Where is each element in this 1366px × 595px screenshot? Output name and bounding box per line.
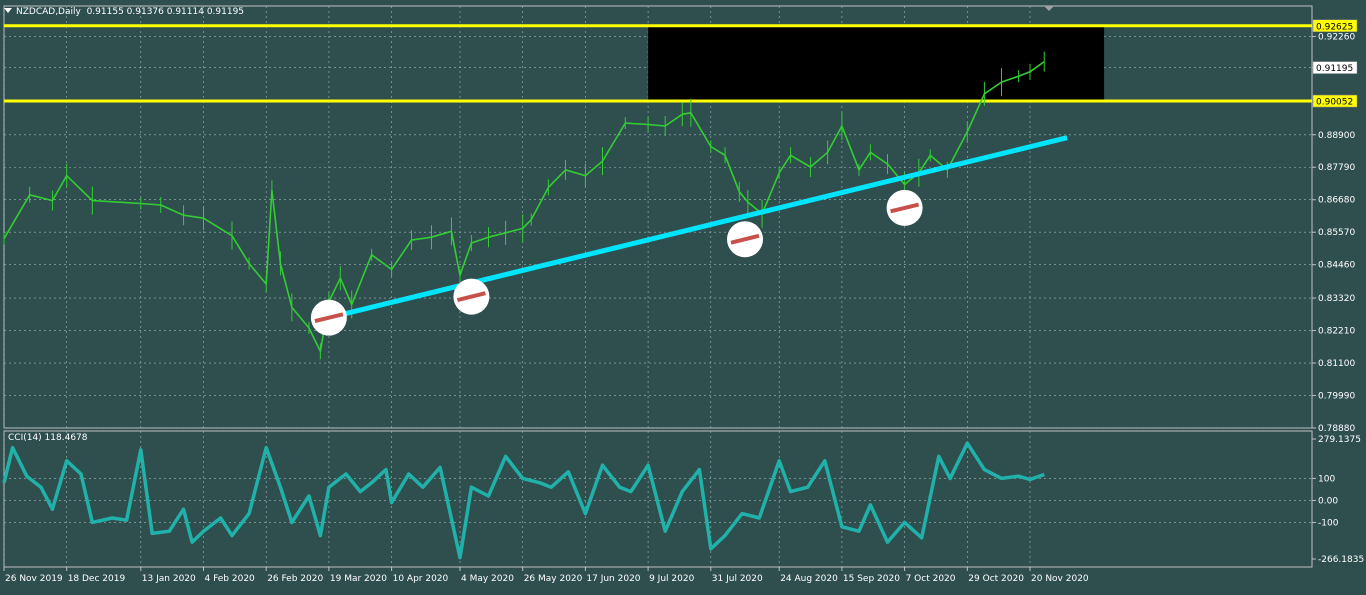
x-tick-label: 4 Feb 2020	[205, 574, 256, 584]
touch-point-segment	[730, 233, 760, 245]
chart-menu-triangle-icon[interactable]	[4, 8, 12, 13]
upper-level-price-tag-label: 0.92625	[1316, 22, 1353, 32]
current-price-tag-label: 0.91195	[1316, 64, 1353, 74]
x-tick-label: 20 Nov 2020	[1031, 574, 1089, 584]
x-tick-label: 26 Nov 2019	[5, 574, 63, 584]
chart-shift-triangle-icon	[1044, 6, 1054, 11]
lower-level-price-tag	[1312, 94, 1358, 108]
cci-y-tick-label: 0.00	[1318, 496, 1338, 506]
cci-plot-frame	[3, 430, 1313, 568]
x-tick-label: 18 Dec 2019	[68, 574, 126, 584]
y-tick-label: 0.82210	[1318, 327, 1355, 337]
cci-y-tick-label: -100	[1318, 518, 1339, 528]
x-tick-label: 19 Mar 2020	[330, 574, 387, 584]
chart-header: NZDCAD,Daily 0.91155 0.91376 0.91114 0.9…	[4, 7, 244, 21]
y-tick-label: 0.86680	[1318, 196, 1355, 206]
x-tick-label: 17 Jun 2020	[586, 574, 640, 584]
x-tick-label: 10 Apr 2020	[393, 574, 449, 584]
current-price-tag	[1312, 61, 1358, 74]
x-tick-label: 29 Oct 2020	[968, 574, 1024, 584]
x-tick-label: 7 Oct 2020	[906, 574, 956, 584]
indicator-label: CCI(14) 118.4678	[8, 433, 88, 443]
x-tick-label: 31 Jul 2020	[712, 574, 763, 584]
support-trendline	[328, 135, 1068, 321]
cci-y-tick-label: 100	[1318, 474, 1335, 484]
cci-series-line	[2, 441, 1045, 560]
y-tick-label: 0.88900	[1318, 131, 1355, 141]
header-ohlc: 0.91155 0.91376 0.91114 0.91195	[86, 7, 245, 17]
y-tick-label: 0.85570	[1318, 228, 1355, 238]
x-tick-label: 13 Jan 2020	[142, 574, 196, 584]
x-tick-label: 26 May 2020	[524, 574, 583, 584]
cci-y-tick-label: 279.1375	[1318, 435, 1361, 445]
y-tick-label: 0.78880	[1318, 424, 1355, 434]
lower-level-price-tag-label: 0.90052	[1316, 98, 1353, 108]
touch-point-segment	[890, 202, 920, 214]
y-tick-label: 0.84460	[1318, 261, 1355, 271]
header-symbol: NZDCAD,Daily	[16, 7, 81, 17]
x-tick-label: 26 Feb 2020	[267, 574, 323, 584]
y-tick-label: 0.81100	[1318, 359, 1355, 369]
touch-point-segment	[456, 291, 486, 302]
upper-level-price-tag	[1312, 19, 1358, 33]
y-tick-label: 0.79990	[1318, 392, 1355, 402]
annotation-box	[648, 25, 1105, 102]
touch-point-segment	[314, 312, 344, 324]
y-tick-label: 0.87790	[1318, 163, 1355, 173]
y-tick-label: 0.92260	[1318, 32, 1355, 42]
x-tick-label: 24 Aug 2020	[780, 574, 838, 584]
y-tick-label: 0.83320	[1318, 294, 1355, 304]
x-tick-label: 15 Sep 2020	[843, 574, 900, 584]
x-tick-label: 9 Jul 2020	[649, 574, 694, 584]
x-tick-label: 4 May 2020	[461, 574, 514, 584]
cci-y-tick-label: -266.1835	[1318, 555, 1364, 565]
